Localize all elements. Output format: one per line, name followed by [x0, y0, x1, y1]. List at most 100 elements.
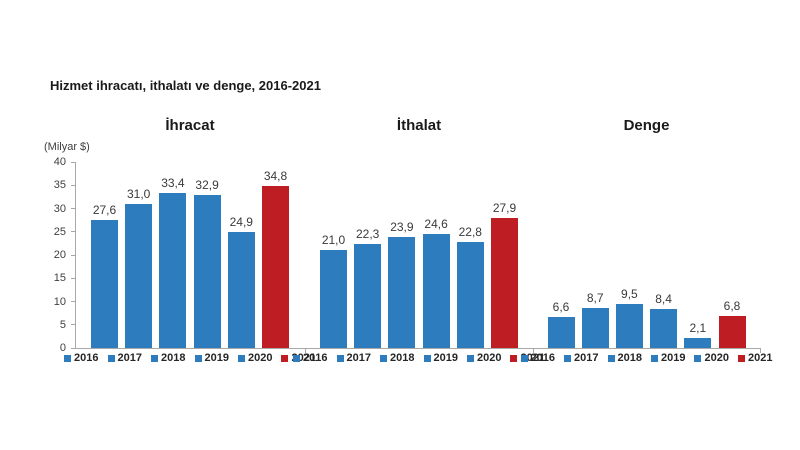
y-axis-tick [71, 347, 76, 349]
legend-item-2018: 2018 [380, 352, 415, 364]
y-axis-tick [71, 208, 76, 209]
value-label-denge-2017: 8,7 [586, 290, 604, 305]
value-label-i̇thalat-2016: 21,0 [321, 233, 346, 248]
bar-i̇hracat-2021 [262, 186, 289, 348]
y-axis-tick [71, 254, 76, 256]
legend-marker-icon [293, 354, 301, 362]
legend-year-label: 2017 [574, 352, 599, 364]
bar-i̇thalat-2018 [388, 236, 416, 348]
legend-item-2017: 2017 [564, 352, 599, 364]
legend-marker-icon [281, 354, 289, 362]
value-label-denge-2016: 6,6 [552, 300, 570, 315]
bar-i̇thalat-2019 [422, 233, 450, 348]
y-axis-tick [71, 324, 76, 326]
legend-year-label: 2019 [433, 352, 458, 364]
legend-year-label: 2017 [117, 352, 143, 364]
legend-marker-icon [151, 354, 159, 362]
value-label-i̇hracat-2018: 33,4 [161, 175, 185, 190]
legend-year-label: 2016 [303, 352, 328, 364]
value-label-i̇thalat-2021: 27,9 [492, 201, 517, 216]
legend-year-label: 2020 [704, 352, 729, 364]
y-axis-tick-label: 40 [53, 156, 66, 168]
legend-marker-icon [520, 354, 528, 362]
legend-item-2017: 2017 [336, 352, 372, 364]
bar-i̇hracat-2017 [125, 203, 153, 348]
y-axis-tick-label: 25 [53, 225, 66, 238]
legend-year-label: 2020 [247, 352, 273, 364]
legend-year-label: 2016 [74, 352, 99, 364]
legend-item-2016: 2016 [520, 352, 556, 364]
y-axis-unit-label: (Milyar $) [44, 141, 90, 153]
value-label-i̇thalat-2018: 23,9 [390, 219, 414, 234]
value-label-i̇hracat-2020: 24,9 [229, 215, 253, 230]
y-axis-tick [71, 184, 76, 186]
legend-year-label: 2020 [476, 352, 502, 364]
value-label-denge-2021: 6,8 [723, 299, 741, 314]
legend-year-label: 2016 [530, 352, 556, 364]
legend-marker-icon [466, 354, 474, 362]
legend-marker-icon [694, 354, 702, 362]
y-axis-tick-label: 30 [53, 202, 66, 215]
legend-marker-icon [380, 354, 388, 362]
value-label-i̇hracat-2019: 32,9 [195, 178, 219, 192]
y-axis-tick-label: 15 [53, 272, 66, 285]
y-axis-tick-label: 5 [59, 318, 66, 331]
value-label-i̇thalat-2020: 22,8 [458, 224, 482, 239]
chart-title: Hizmet ihracatı, ithalatı ve denge, 2016… [50, 78, 321, 93]
legend-item-2016: 2016 [293, 352, 328, 364]
y-axis-tick-label: 35 [53, 179, 66, 192]
x-axis-separator-tick [760, 348, 761, 353]
value-label-denge-2019: 8,4 [655, 291, 672, 306]
value-label-i̇thalat-2017: 22,3 [356, 227, 380, 242]
legend-marker-icon [237, 354, 245, 362]
legend-i̇hracat: 2016 2017 2018 2019 2020 2021 [64, 352, 316, 364]
legend-year-label: 2019 [661, 352, 686, 364]
bar-i̇hracat-2018 [159, 192, 187, 348]
bar-i̇thalat-2020 [456, 241, 484, 348]
legend-year-label: 2017 [346, 352, 372, 364]
value-label-i̇hracat-2016: 27,6 [92, 202, 117, 217]
value-label-denge-2018: 9,5 [621, 286, 638, 301]
value-label-i̇thalat-2019: 24,6 [424, 216, 448, 231]
panel-title-i̇hracat: İhracat [165, 117, 215, 134]
y-axis-tick [71, 301, 76, 302]
legend-item-2016: 2016 [64, 352, 99, 364]
y-axis-tick [71, 277, 76, 279]
bar-denge-2019 [650, 308, 678, 348]
legend-year-label: 2021 [747, 352, 773, 364]
legend-marker-icon [737, 354, 745, 362]
value-label-denge-2020: 2,1 [689, 321, 707, 336]
legend-item-2021: 2021 [737, 352, 773, 364]
panel-title-i̇thalat: İthalat [396, 117, 442, 134]
bar-denge-2017 [581, 307, 609, 348]
bar-denge-2021 [718, 316, 746, 348]
legend-year-label: 2018 [161, 352, 186, 364]
legend-year-label: 2018 [390, 352, 415, 364]
legend-item-2020: 2020 [466, 352, 502, 364]
legend-marker-icon [423, 354, 431, 362]
legend-marker-icon [194, 354, 202, 362]
bar-denge-2018 [615, 303, 643, 348]
value-label-i̇hracat-2021: 34,8 [263, 169, 288, 184]
y-axis-tick-label: 0 [59, 342, 66, 354]
legend-item-2020: 2020 [694, 352, 729, 364]
legend-item-2018: 2018 [151, 352, 186, 364]
y-axis-tick-label: 10 [53, 295, 66, 308]
legend-item-2017: 2017 [107, 352, 143, 364]
value-label-i̇hracat-2017: 31,0 [127, 186, 151, 201]
x-axis-separator-tick [533, 348, 534, 353]
legend-item-2019: 2019 [651, 352, 685, 364]
x-axis-line [75, 348, 760, 349]
legend-marker-icon [510, 354, 518, 362]
bar-i̇hracat-2016 [91, 219, 118, 348]
legend-i̇thalat: 2016 2017 2018 2019 2020 2021 [293, 352, 545, 364]
legend-denge: 2016 2017 2018 2019 2020 2021 [520, 352, 772, 364]
legend-year-label: 2018 [617, 352, 642, 364]
y-axis-tick [71, 231, 76, 233]
x-axis-separator-tick [305, 348, 306, 353]
bar-denge-2016 [547, 317, 575, 348]
legend-year-label: 2019 [204, 352, 229, 364]
legend-marker-icon [336, 354, 344, 362]
